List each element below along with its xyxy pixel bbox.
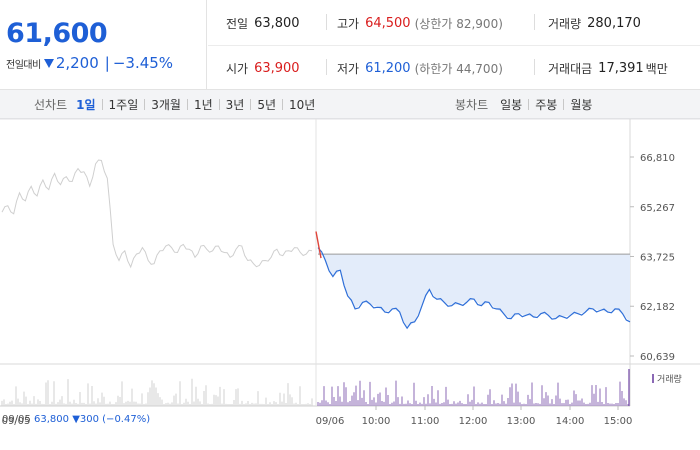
prev-close-value: 63,800	[254, 16, 300, 31]
x-tick-label: 12:00	[459, 416, 488, 427]
period-button[interactable]: 1일	[76, 98, 96, 112]
change-value: 2,200	[55, 54, 99, 72]
down-arrow-icon	[43, 58, 54, 68]
period-button[interactable]: 1주일	[108, 98, 139, 112]
candle-period-button[interactable]: 주봉	[535, 98, 558, 112]
below-prev-close-fill	[318, 247, 630, 329]
row-divider	[208, 45, 700, 46]
prev-day-price: 63,800	[34, 414, 70, 425]
x-tick-label: 15:00	[604, 416, 633, 427]
toolbar-divider	[250, 99, 252, 110]
candle-chart-label: 봉차트	[455, 98, 489, 112]
x-tick-label: 10:00	[362, 416, 391, 427]
period-button[interactable]: 3년	[225, 98, 245, 112]
quote-panel: 61,600 전일대비 2,200 | −3.45% 전일 63,800 고가 …	[0, 0, 700, 90]
x-tick-label: 14:00	[556, 416, 585, 427]
volume-cell: 거래량 280,170	[548, 1, 641, 46]
column-divider	[534, 14, 535, 30]
change-row: 전일대비 2,200 | −3.45%	[6, 54, 173, 72]
open-value: 63,900	[254, 61, 300, 76]
period-button[interactable]: 3개월	[151, 98, 181, 112]
column-divider	[326, 14, 327, 30]
x-tick-label: 11:00	[411, 416, 440, 427]
x-tick-label: 09/06	[316, 416, 345, 427]
toolbar-divider	[282, 99, 284, 110]
toolbar-divider	[186, 99, 188, 110]
high-label: 고가	[337, 17, 360, 31]
line-chart-periods: 선차트 1일 1주일 3개월 1년 3년 5년 10년	[34, 90, 315, 119]
upper-limit: (상한가 82,900)	[414, 17, 503, 31]
y-tick-label: 62,182	[640, 302, 675, 313]
period-button[interactable]: 5년	[257, 98, 277, 112]
period-button[interactable]: 10년	[289, 98, 316, 112]
low-label: 저가	[337, 62, 360, 76]
volume-legend: 거래량	[652, 372, 682, 385]
trade-value-cell: 거래대금 17,391 백만	[548, 46, 668, 91]
volume-legend-label: 거래량	[657, 375, 682, 385]
y-tick-label: 65,267	[640, 203, 675, 214]
prev-day-change: ▼300 (−0.47%)	[72, 414, 151, 425]
prev-day-date: 09/05	[2, 414, 31, 425]
volume-value: 280,170	[587, 16, 641, 31]
change-label: 전일대비	[6, 59, 41, 71]
toolbar-divider	[101, 99, 103, 110]
column-divider	[534, 59, 535, 75]
trade-value-label: 거래대금	[548, 62, 593, 76]
open-label: 시가	[226, 62, 249, 76]
high-value: 64,500	[365, 16, 411, 31]
quote-grid: 전일 63,800 고가 64,500 (상한가 82,900) 거래량 280…	[208, 0, 700, 90]
candle-period-button[interactable]: 일봉	[500, 98, 523, 112]
open-uptick	[315, 231, 322, 259]
low-cell: 저가 61,200 (하한가 44,700)	[337, 46, 503, 91]
chart-toolbar: 선차트 1일 1주일 3개월 1년 3년 5년 10년 봉차트 일봉 주봉 월봉	[0, 90, 700, 119]
prev-close-label: 전일	[226, 17, 249, 31]
volume-swatch	[652, 374, 654, 383]
candle-period-button[interactable]: 월봉	[570, 98, 593, 112]
volume-label: 거래량	[548, 17, 582, 31]
x-tick-label: 09/05	[2, 416, 31, 427]
y-tick-label: 66,810	[640, 153, 675, 164]
candle-chart-periods: 봉차트 일봉 주봉 월봉	[455, 90, 592, 119]
open-cell: 시가 63,900	[226, 46, 300, 91]
change-percent: −3.45%	[112, 54, 174, 72]
lower-limit: (하한가 44,700)	[414, 62, 503, 76]
toolbar-divider	[218, 99, 220, 110]
today-price-line	[317, 247, 631, 330]
high-cell: 고가 64,500 (상한가 82,900)	[337, 1, 503, 46]
low-value: 61,200	[365, 61, 411, 76]
toolbar-divider	[563, 99, 565, 110]
trade-value-value: 17,391	[598, 61, 644, 76]
y-tick-label: 63,725	[640, 252, 675, 263]
change-separator: |	[104, 54, 110, 72]
toolbar-divider	[528, 99, 530, 110]
chart-canvas[interactable]: 66,810 65,267 63,725 62,182 60,639 09/05 09/06…	[0, 119, 700, 450]
trade-value-unit: 백만	[645, 62, 668, 76]
line-chart-label: 선차트	[34, 98, 68, 112]
current-price: 61,600	[6, 18, 108, 49]
prev-day-line	[1, 159, 313, 269]
prev-day-readout: 09/05 63,800 ▼300 (−0.47%)	[2, 414, 150, 425]
x-tick-label: 13:00	[507, 416, 536, 427]
period-button[interactable]: 1년	[193, 98, 213, 112]
column-divider	[326, 59, 327, 75]
prev-close-cell: 전일 63,800	[226, 1, 300, 46]
toolbar-divider	[144, 99, 146, 110]
price-box: 61,600 전일대비 2,200 | −3.45%	[0, 0, 207, 90]
y-tick-label: 60,639	[640, 352, 675, 363]
price-chart[interactable]: 66,810 65,267 63,725 62,182 60,639 09/05 09/06…	[0, 119, 700, 450]
